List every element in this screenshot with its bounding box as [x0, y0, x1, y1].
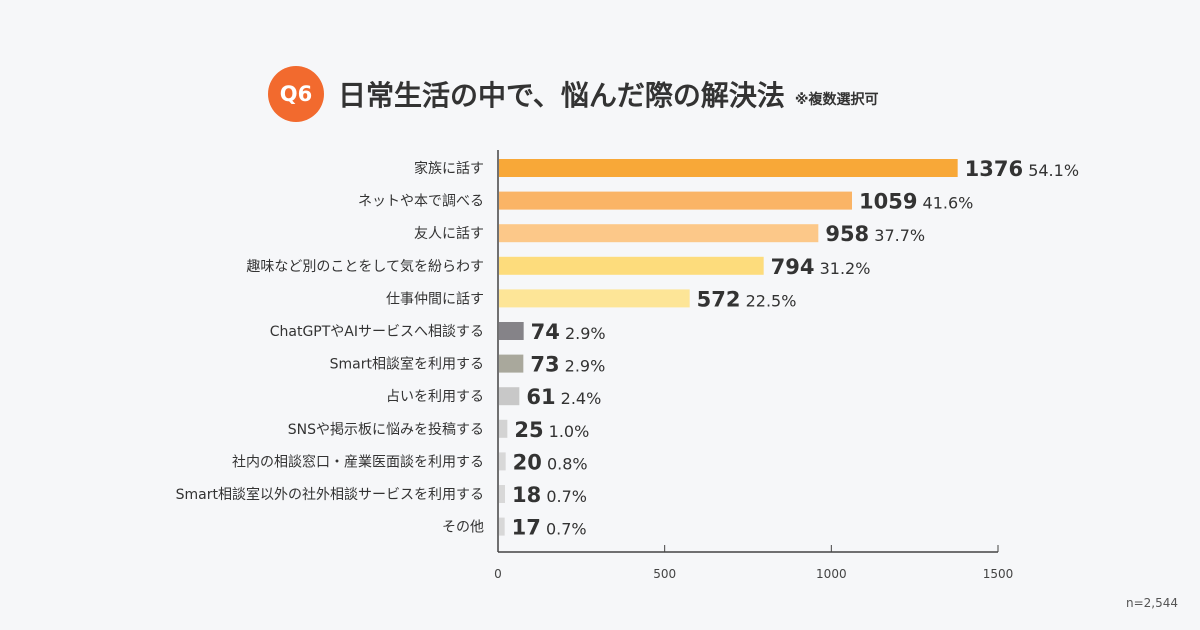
percent-label: 0.7% — [541, 520, 587, 539]
bar — [499, 419, 508, 438]
category-label: 仕事仲間に話す — [386, 290, 484, 307]
value-label: 572 22.5% — [697, 287, 797, 311]
value-label: 794 31.2% — [771, 255, 871, 279]
bar — [499, 159, 958, 177]
value-number: 73 — [530, 353, 559, 377]
value-label: 1376 54.1% — [965, 157, 1079, 181]
value-number: 61 — [526, 385, 555, 409]
bar — [499, 354, 524, 373]
percent-label: 0.7% — [541, 487, 587, 506]
chart-title: Q6 日常生活の中で、悩んだ際の解決法 ※複数選択可 — [268, 66, 879, 122]
value-label: 1059 41.6% — [859, 190, 973, 214]
percent-label: 2.9% — [560, 357, 606, 376]
bar — [499, 289, 690, 308]
bar — [499, 517, 505, 536]
x-tick-label: 0 — [494, 567, 502, 581]
value-label: 73 2.9% — [530, 353, 605, 377]
category-label: ChatGPTやAIサービスへ相談する — [270, 324, 484, 340]
value-number: 572 — [697, 287, 741, 311]
value-label: 18 0.7% — [512, 483, 587, 507]
value-number: 1376 — [965, 157, 1023, 181]
value-number: 794 — [771, 255, 815, 279]
category-label: Smart相談室以外の社外相談サービスを利用する — [176, 486, 484, 503]
bar — [499, 322, 524, 340]
value-number: 25 — [514, 418, 543, 442]
percent-label: 54.1% — [1023, 161, 1079, 180]
percent-label: 2.4% — [556, 389, 602, 408]
value-number: 20 — [513, 450, 542, 474]
category-label: 家族に話す — [414, 160, 484, 177]
bar — [499, 452, 506, 471]
value-label: 958 37.7% — [825, 222, 925, 246]
value-number: 18 — [512, 483, 541, 507]
value-label: 61 2.4% — [526, 385, 601, 409]
x-tick-label: 1000 — [816, 567, 847, 581]
category-label: SNSや掲示板に悩みを投稿する — [288, 422, 484, 438]
value-number: 1059 — [859, 190, 917, 214]
value-label: 25 1.0% — [514, 418, 589, 442]
category-label: 占いを利用する — [386, 389, 484, 405]
value-label: 20 0.8% — [513, 450, 588, 474]
title-note: ※複数選択可 — [794, 92, 879, 108]
sample-size: n=2,544 — [1125, 596, 1178, 610]
category-label: 友人に話す — [414, 225, 484, 242]
percent-label: 41.6% — [917, 194, 973, 213]
percent-label: 0.8% — [542, 454, 588, 473]
bar — [499, 224, 819, 243]
bar — [499, 191, 852, 210]
category-label: その他 — [442, 520, 484, 536]
value-number: 958 — [825, 222, 869, 246]
category-label: 趣味など別のことをして気を紛らわす — [246, 259, 484, 275]
x-tick-label: 1500 — [983, 567, 1014, 581]
value-number: 74 — [531, 320, 560, 344]
percent-label: 22.5% — [741, 291, 797, 310]
category-label: ネットや本で調べる — [358, 194, 484, 210]
title-text: 日常生活の中で、悩んだ際の解決法 — [338, 79, 785, 112]
question-badge: Q6 — [268, 66, 324, 122]
category-label: 社内の相談窓口・産業医面談を利用する — [232, 453, 484, 470]
percent-label: 31.2% — [815, 259, 871, 278]
value-label: 17 0.7% — [512, 516, 587, 540]
x-tick-label: 500 — [653, 567, 676, 581]
bar — [499, 485, 505, 503]
value-number: 17 — [512, 516, 541, 540]
bar — [499, 387, 520, 406]
bar — [499, 256, 764, 275]
percent-label: 2.9% — [560, 324, 606, 343]
category-label: Smart相談室を利用する — [330, 356, 484, 373]
percent-label: 1.0% — [544, 422, 590, 441]
percent-label: 37.7% — [869, 226, 925, 245]
value-label: 74 2.9% — [531, 320, 606, 344]
